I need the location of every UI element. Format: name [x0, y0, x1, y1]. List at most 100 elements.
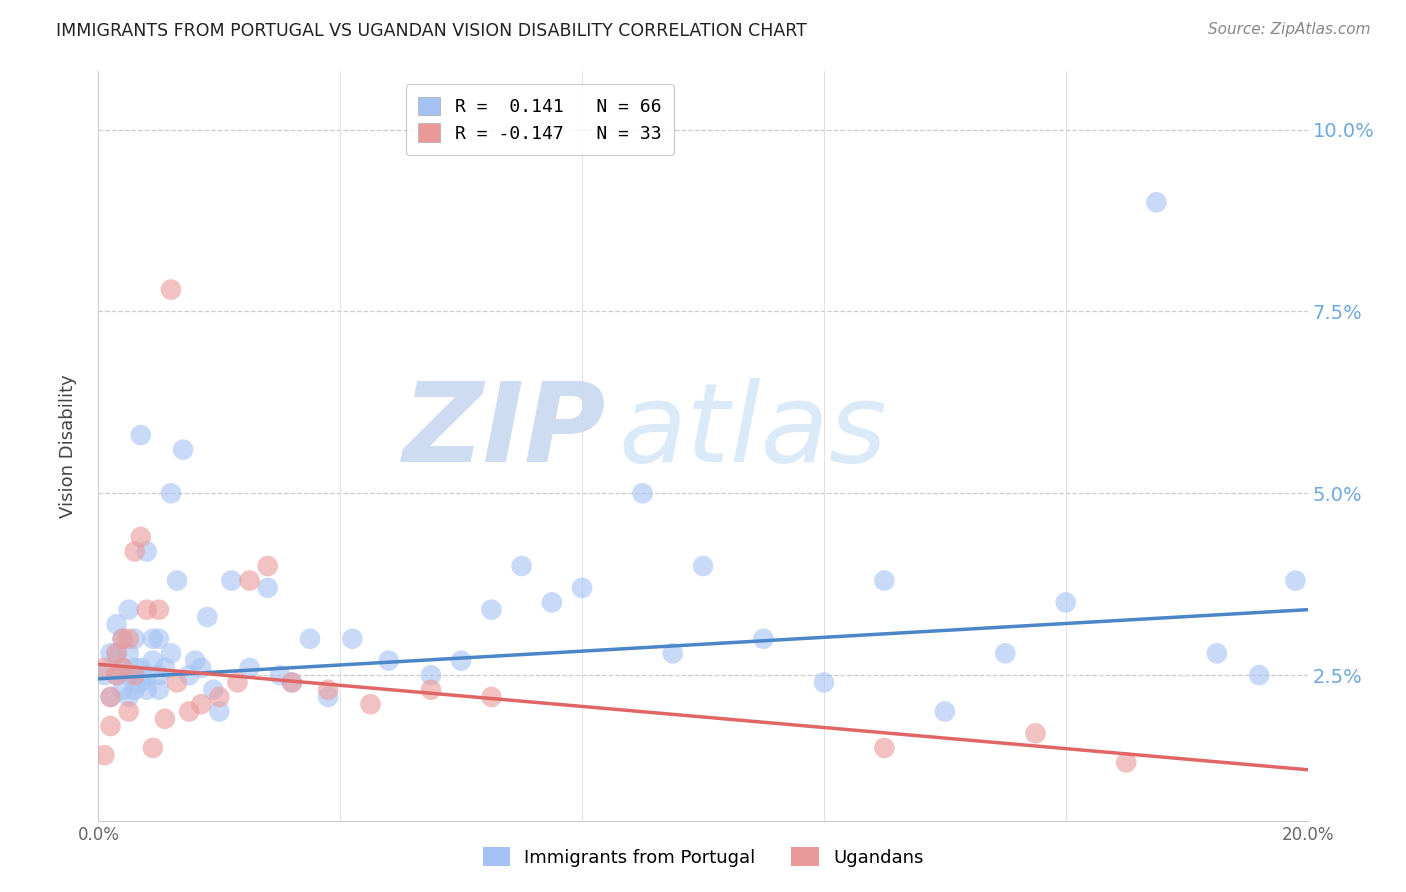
Point — [256, 559, 278, 574]
Point — [631, 486, 654, 500]
Point — [450, 654, 472, 668]
Y-axis label: Vision Disability: Vision Disability — [59, 374, 77, 518]
Point — [316, 682, 339, 697]
Point — [142, 740, 165, 755]
Point — [184, 654, 207, 668]
Point — [1249, 668, 1271, 682]
Point — [100, 719, 122, 733]
Point — [1054, 595, 1077, 609]
Point — [190, 661, 212, 675]
Point — [111, 682, 134, 697]
Point — [124, 668, 146, 682]
Legend: R =  0.141   N = 66, R = -0.147   N = 33: R = 0.141 N = 66, R = -0.147 N = 33 — [406, 84, 673, 155]
Point — [221, 574, 243, 588]
Point — [202, 682, 225, 697]
Point — [1115, 756, 1137, 770]
Point — [135, 544, 157, 558]
Point — [281, 675, 304, 690]
Point — [208, 690, 231, 704]
Legend: Immigrants from Portugal, Ugandans: Immigrants from Portugal, Ugandans — [475, 840, 931, 874]
Point — [118, 602, 141, 616]
Point — [118, 632, 141, 646]
Text: Source: ZipAtlas.com: Source: ZipAtlas.com — [1208, 22, 1371, 37]
Point — [692, 559, 714, 574]
Point — [105, 668, 128, 682]
Point — [118, 705, 141, 719]
Point — [166, 574, 188, 588]
Point — [239, 574, 262, 588]
Point — [269, 668, 291, 682]
Point — [510, 559, 533, 574]
Point — [179, 705, 201, 719]
Point — [540, 595, 562, 609]
Point — [994, 646, 1017, 660]
Point — [111, 661, 134, 675]
Point — [420, 682, 443, 697]
Point — [93, 668, 115, 682]
Point — [93, 661, 115, 675]
Point — [135, 602, 157, 616]
Point — [813, 675, 835, 690]
Point — [105, 646, 128, 660]
Point — [124, 682, 146, 697]
Point — [316, 690, 339, 704]
Point — [148, 682, 170, 697]
Text: ZIP: ZIP — [402, 377, 606, 484]
Point — [226, 675, 249, 690]
Point — [190, 698, 212, 712]
Point — [124, 632, 146, 646]
Point — [148, 668, 170, 682]
Point — [100, 690, 122, 704]
Point — [142, 654, 165, 668]
Point — [118, 690, 141, 704]
Point — [299, 632, 322, 646]
Point — [118, 646, 141, 660]
Point — [166, 675, 188, 690]
Point — [100, 646, 122, 660]
Point — [179, 668, 201, 682]
Text: atlas: atlas — [619, 377, 887, 484]
Point — [342, 632, 364, 646]
Point — [160, 646, 183, 660]
Point — [873, 574, 896, 588]
Text: IMMIGRANTS FROM PORTUGAL VS UGANDAN VISION DISABILITY CORRELATION CHART: IMMIGRANTS FROM PORTUGAL VS UGANDAN VISI… — [56, 22, 807, 40]
Point — [124, 544, 146, 558]
Point — [129, 428, 152, 442]
Point — [135, 668, 157, 682]
Point — [148, 632, 170, 646]
Point — [111, 632, 134, 646]
Point — [148, 602, 170, 616]
Point — [195, 610, 218, 624]
Point — [111, 661, 134, 675]
Point — [142, 632, 165, 646]
Point — [153, 661, 176, 675]
Point — [160, 283, 183, 297]
Point — [135, 682, 157, 697]
Point — [360, 698, 382, 712]
Point — [661, 646, 683, 660]
Point — [100, 690, 122, 704]
Point — [105, 617, 128, 632]
Point — [111, 632, 134, 646]
Point — [281, 675, 304, 690]
Point — [129, 530, 152, 544]
Point — [160, 486, 183, 500]
Point — [934, 705, 956, 719]
Point — [377, 654, 399, 668]
Point — [105, 668, 128, 682]
Point — [239, 661, 262, 675]
Point — [1144, 195, 1167, 210]
Point — [129, 675, 152, 690]
Point — [1284, 574, 1306, 588]
Point — [124, 661, 146, 675]
Point — [105, 646, 128, 660]
Point — [1024, 726, 1046, 740]
Point — [873, 740, 896, 755]
Point — [93, 748, 115, 763]
Point — [153, 712, 176, 726]
Point — [571, 581, 593, 595]
Point — [256, 581, 278, 595]
Point — [208, 705, 231, 719]
Point — [481, 690, 503, 704]
Point — [481, 602, 503, 616]
